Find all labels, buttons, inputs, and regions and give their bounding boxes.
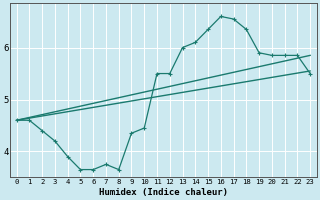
X-axis label: Humidex (Indice chaleur): Humidex (Indice chaleur) [99,188,228,197]
